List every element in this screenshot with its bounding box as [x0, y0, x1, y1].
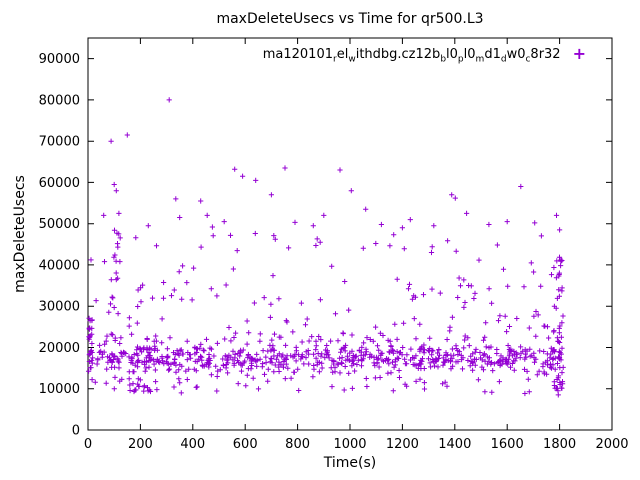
legend-label-subscript: b: [440, 54, 447, 65]
legend-label-subscript: p: [457, 54, 464, 65]
x-tick-label: 200: [128, 437, 153, 452]
x-tick-label: 1400: [438, 437, 471, 452]
y-tick-label: 0: [72, 424, 80, 439]
y-tick-label: 90000: [39, 52, 80, 67]
x-axis-label: Time(s): [323, 455, 377, 471]
legend-label-subscript: m: [475, 54, 485, 65]
legend-label-segment: ithdbg.cz12b: [355, 46, 441, 62]
legend-plus-marker-icon: +: [572, 44, 586, 63]
plot-border: [87, 37, 613, 431]
x-tick-label: 1600: [491, 437, 524, 452]
legend-series-label: ma120101relwithdbg.cz12bbl0pl0md1dw0c8r3…: [262, 46, 561, 65]
x-tick-label: 1000: [333, 437, 366, 452]
legend-label-segment: l0: [446, 46, 458, 62]
x-tick-label: 2000: [595, 437, 628, 452]
legend-label-segment: ma120101: [262, 46, 333, 62]
legend-label-subscript: c: [525, 54, 531, 65]
y-tick-label: 50000: [39, 217, 80, 232]
y-tick-label: 30000: [39, 300, 80, 315]
y-tick-label: 60000: [39, 176, 80, 191]
legend-label-segment: d1: [484, 46, 501, 62]
data-points: [86, 97, 566, 398]
x-tick-label: 1200: [386, 437, 419, 452]
legend-label-segment: w0: [506, 46, 526, 62]
legend-label-subscript: w: [348, 54, 356, 65]
x-tick-label: 800: [285, 437, 310, 452]
chart-title: maxDeleteUsecs vs Time for qr500.L3: [216, 11, 484, 27]
legend-label-segment: l0: [463, 46, 476, 62]
legend-label-segment: el: [336, 46, 349, 62]
y-tick-label: 20000: [39, 341, 80, 356]
legend: ma120101relwithdbg.cz12bbl0pl0md1dw0c8r3…: [262, 44, 586, 65]
y-tick-label: 80000: [39, 93, 80, 108]
axis-ticks: [87, 38, 613, 431]
y-tick-label: 70000: [39, 135, 80, 150]
legend-label-segment: 8r32: [530, 46, 561, 62]
y-axis-label: maxDeleteUsecs: [12, 175, 28, 293]
legend-label-subscript: r: [333, 54, 337, 65]
x-tick-label: 600: [233, 437, 258, 452]
legend-label-subscript: d: [500, 54, 507, 65]
x-tick-label: 400: [180, 437, 205, 452]
y-tick-label: 40000: [39, 258, 80, 273]
x-tick-label: 0: [84, 437, 92, 452]
x-tick-label: 1800: [543, 437, 576, 452]
y-tick-label: 10000: [39, 382, 80, 397]
